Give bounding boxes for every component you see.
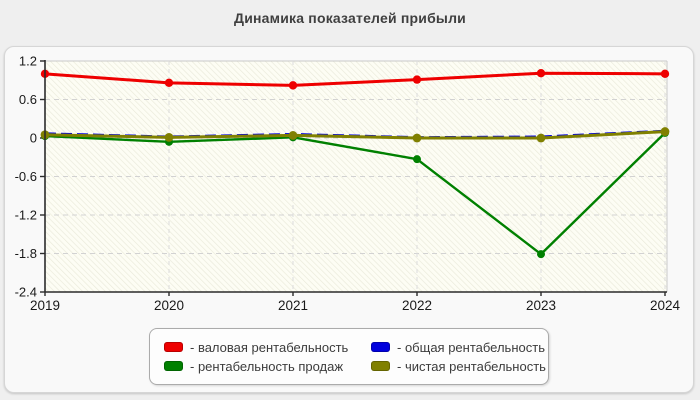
y-tick-label: -2.4	[15, 285, 37, 300]
legend-swatch-net-margin-icon	[371, 361, 390, 371]
y-tick-label: 1.2	[19, 54, 37, 69]
series-line-net-margin	[44, 130, 666, 140]
series-point-net-margin	[660, 127, 670, 136]
series-point-gross-margin	[412, 75, 422, 84]
series-point-net-margin	[536, 133, 546, 143]
series-point-gross-margin	[660, 69, 670, 79]
legend-swatch-overall-margin-icon	[371, 342, 390, 352]
series-point-net-margin	[412, 133, 422, 143]
chart-title: Динамика показателей прибыли	[234, 10, 466, 26]
legend-label-sales-margin: - рентабельность продаж	[190, 358, 344, 374]
legend-label-gross-margin: - валовая рентабельность	[190, 339, 349, 355]
chart-legend: - валовая рентабельность - общая рентабе…	[149, 328, 549, 385]
series-point-sales-margin	[537, 250, 545, 259]
x-tick-label: 2020	[154, 298, 184, 313]
x-tick-label: 2022	[402, 298, 432, 313]
legend-swatch-sales-margin-icon	[164, 361, 183, 371]
series-line-gross-margin	[44, 71, 666, 87]
y-tick-label: 0	[30, 131, 37, 146]
series-line-sales-margin	[44, 132, 666, 256]
x-tick-label: 2019	[30, 298, 60, 313]
y-tick-label: -1.8	[15, 246, 37, 261]
series-point-net-margin	[288, 131, 298, 140]
legend-item-net-margin: - чистая рентабельность	[371, 359, 548, 374]
y-tick-label: 0.6	[19, 92, 37, 107]
legend-label-net-margin: - чистая рентабельность	[397, 358, 546, 374]
legend-item-gross-margin: - валовая рентабельность	[164, 340, 371, 355]
y-tick-label: -0.6	[15, 169, 37, 184]
legend-item-overall-margin: - общая рентабельность	[371, 340, 548, 355]
series-point-gross-margin	[164, 78, 174, 88]
x-tick-label: 2024	[650, 298, 681, 313]
legend-item-sales-margin: - рентабельность продаж	[164, 359, 371, 374]
series-point-gross-margin	[288, 81, 298, 90]
x-tick-label: 2023	[526, 298, 556, 313]
x-tick-label: 2021	[278, 298, 308, 313]
series-point-gross-margin	[536, 68, 546, 78]
series-point-sales-margin	[413, 155, 421, 164]
legend-label-overall-margin: - общая рентабельность	[397, 339, 545, 355]
legend-swatch-gross-margin-icon	[164, 342, 183, 352]
series-point-net-margin	[164, 132, 174, 142]
y-tick-label: -1.2	[15, 208, 37, 223]
